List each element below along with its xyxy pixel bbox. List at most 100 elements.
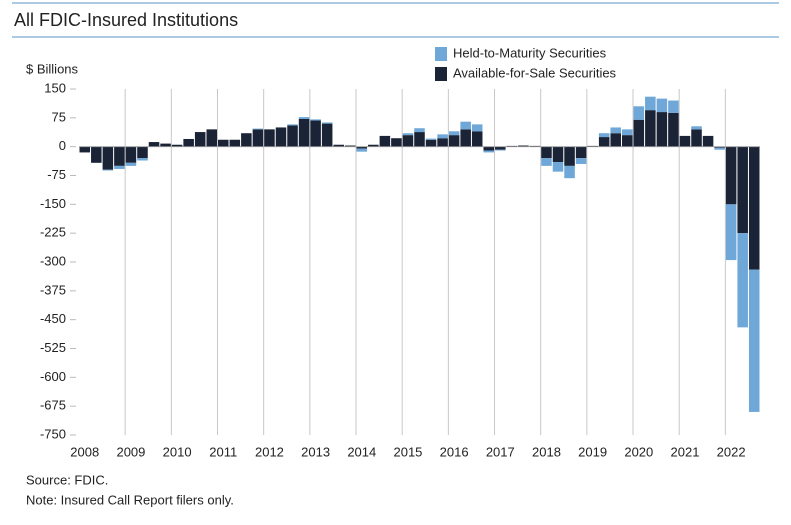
bar-segment [333,144,344,147]
bar-segment [668,112,679,147]
legend-swatch [435,47,447,61]
bar-segment [114,165,125,169]
bar-segment [79,146,91,153]
bar-segment [298,118,310,147]
bar-segment [229,139,241,147]
bar-segment [264,129,275,147]
bar-segment [656,112,668,147]
bar-segment [483,150,495,153]
bar-segment [321,122,333,124]
bar-segment [668,100,679,113]
legend-swatch [435,67,447,81]
x-tick-label: 2015 [393,444,422,459]
bar-segment [633,106,645,120]
x-tick-label: 2022 [717,444,746,459]
bar-segment [206,129,218,147]
y-tick-label: 150 [44,80,66,95]
bar-segment [645,110,656,147]
x-tick-label: 2020 [624,444,653,459]
x-tick-label: 2019 [578,444,607,459]
bar-segment [552,146,564,163]
bar-segment [645,96,656,111]
bar-segment [460,121,471,130]
bar-segment [402,133,414,136]
bar-segment [91,146,102,163]
y-axis-label: $ Billions [26,61,79,76]
y-tick-label: -375 [40,282,66,297]
x-tick-label: 2011 [209,444,237,459]
bar-segment [137,146,148,159]
bar-segment [125,146,137,163]
y-tick-label: -225 [40,225,66,240]
bar-segment [610,127,621,134]
bar-segment [495,149,506,151]
bar-segment [437,134,448,139]
bar-segment [598,137,610,147]
bar-segment [344,145,356,147]
bar-segment [287,124,298,126]
bar-segment [679,135,691,147]
y-tick-label: -150 [40,196,66,211]
bar-segment [125,162,137,166]
x-tick-label: 2010 [163,444,192,459]
bar-segment [552,162,564,172]
bar-segment [471,124,483,132]
bar-segment [241,133,252,147]
x-tick-label: 2009 [116,444,145,459]
bar-segment [748,146,760,270]
bar-segment [737,146,748,234]
bar-segment [495,146,506,150]
bar-segment [610,133,621,147]
x-tick-label: 2021 [671,444,700,459]
y-tick-label: -525 [40,340,66,355]
bar-segment [310,120,321,147]
y-tick-label: -300 [40,253,66,268]
y-tick-label: -450 [40,311,66,326]
bar-segment [691,126,702,130]
y-tick-label: 0 [59,138,66,153]
bar-segment [287,125,298,147]
bar-segment [194,132,206,147]
bar-segment [725,146,737,205]
bar-segment [748,269,760,412]
bar-segment [391,138,402,147]
bar-segment [725,204,737,261]
bar-segment [356,146,368,149]
legend-label: Available-for-Sale Securities [453,65,617,80]
bar-segment [102,169,114,171]
bar-segment [483,146,495,151]
bar-segment [737,233,748,328]
bar-segment [218,139,229,147]
bar-segment [183,138,194,147]
bar-segment [321,123,333,147]
bar-segment [171,144,183,147]
bar-segment [425,138,437,140]
note: Note: Insured Call Report filers only. [26,492,234,507]
x-tick-label: 2017 [486,444,515,459]
bar-segment [714,146,725,148]
bar-segment [541,146,552,159]
bar-segment [564,165,575,179]
bar-segment [275,127,287,147]
bar-segment [114,146,125,166]
bar-segment [564,146,575,166]
bar-segment [137,158,148,161]
bar-segment [402,135,414,147]
bar-segment [298,117,310,119]
bar-segment [575,158,587,164]
bar-segment [310,119,321,121]
bar-segment [702,135,714,147]
y-tick-label: -675 [40,398,66,413]
bar-segment [621,129,633,136]
y-tick-label: 75 [52,109,66,124]
bar-segment [448,135,460,147]
bar-segment [160,143,171,147]
bar-segment [575,146,587,159]
bar-segment [102,146,114,170]
bar-segment [656,98,668,113]
bar-segment [252,128,264,130]
bar-segment [518,145,529,147]
bar-segment [471,131,483,147]
x-tick-label: 2012 [255,444,284,459]
bar-segment [691,129,702,147]
